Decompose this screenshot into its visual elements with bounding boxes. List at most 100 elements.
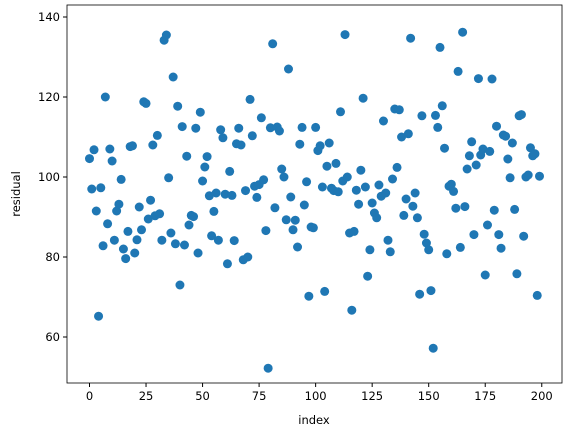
- point: [297, 122, 307, 132]
- point: [333, 187, 343, 197]
- point: [365, 245, 375, 255]
- point: [134, 202, 144, 212]
- point: [94, 311, 104, 321]
- point: [322, 161, 332, 171]
- point: [453, 66, 463, 76]
- point: [512, 269, 522, 279]
- point: [442, 249, 452, 259]
- point: [103, 219, 113, 229]
- point: [281, 215, 291, 225]
- point: [259, 175, 269, 185]
- point: [385, 247, 395, 257]
- point: [417, 111, 427, 121]
- point: [168, 72, 178, 82]
- point: [374, 180, 384, 190]
- point: [308, 223, 318, 233]
- point: [164, 173, 174, 183]
- point: [143, 214, 153, 224]
- point: [241, 186, 251, 196]
- point: [455, 242, 465, 252]
- point: [87, 184, 97, 194]
- point: [487, 74, 497, 84]
- point: [381, 188, 391, 198]
- point: [446, 179, 456, 189]
- point: [482, 220, 492, 230]
- point: [263, 363, 273, 373]
- point: [532, 290, 542, 300]
- point: [489, 205, 499, 215]
- point: [184, 220, 194, 230]
- point: [399, 210, 409, 220]
- y-axis-label: residual: [9, 171, 23, 217]
- point: [397, 132, 407, 142]
- point: [347, 305, 357, 315]
- point: [198, 176, 208, 186]
- point: [213, 235, 223, 245]
- point: [234, 123, 244, 133]
- point: [378, 116, 388, 126]
- y-tick-label: 100: [38, 170, 60, 184]
- point: [252, 192, 262, 202]
- point: [426, 286, 436, 296]
- point: [302, 177, 312, 187]
- point: [96, 183, 106, 193]
- point: [112, 206, 122, 216]
- point: [177, 122, 187, 132]
- point: [127, 141, 137, 151]
- point: [222, 259, 232, 269]
- point: [342, 172, 352, 182]
- point: [245, 94, 255, 104]
- point: [464, 151, 474, 161]
- point: [501, 131, 511, 141]
- y-tick-label: 120: [38, 90, 60, 104]
- point: [428, 343, 438, 353]
- point: [270, 203, 280, 213]
- point: [358, 93, 368, 103]
- point: [161, 30, 171, 40]
- point: [293, 242, 303, 252]
- point: [331, 158, 341, 168]
- point: [460, 202, 470, 212]
- point: [503, 154, 513, 164]
- point: [146, 195, 156, 205]
- point: [437, 101, 447, 111]
- point: [392, 162, 402, 172]
- point: [410, 188, 420, 198]
- point: [191, 123, 201, 133]
- point: [200, 162, 210, 172]
- point: [469, 230, 479, 240]
- x-tick-label: 25: [139, 389, 154, 403]
- point: [286, 192, 296, 202]
- point: [340, 30, 350, 40]
- point: [419, 229, 429, 239]
- point: [535, 171, 544, 181]
- point: [516, 110, 526, 120]
- point: [152, 130, 162, 140]
- point: [480, 270, 490, 280]
- point: [473, 74, 483, 84]
- point: [209, 206, 219, 216]
- x-axis-label: index: [298, 413, 330, 427]
- plot-frame: [66, 4, 563, 384]
- point: [449, 186, 459, 196]
- point: [157, 235, 167, 245]
- point: [123, 226, 133, 236]
- point: [336, 107, 346, 117]
- point: [173, 101, 183, 111]
- point: [403, 129, 413, 139]
- point: [351, 185, 361, 195]
- point: [424, 245, 434, 255]
- point: [155, 209, 165, 219]
- point: [114, 199, 124, 209]
- point: [510, 204, 520, 214]
- point: [175, 280, 185, 290]
- point: [372, 213, 382, 223]
- point: [485, 146, 495, 156]
- point: [383, 235, 393, 245]
- point: [283, 64, 293, 74]
- x-tick-label: 50: [195, 389, 210, 403]
- point: [100, 92, 110, 102]
- x-tick-label: 0: [86, 389, 93, 403]
- y-tick-label: 80: [45, 250, 60, 264]
- x-tick-label: 150: [418, 389, 440, 403]
